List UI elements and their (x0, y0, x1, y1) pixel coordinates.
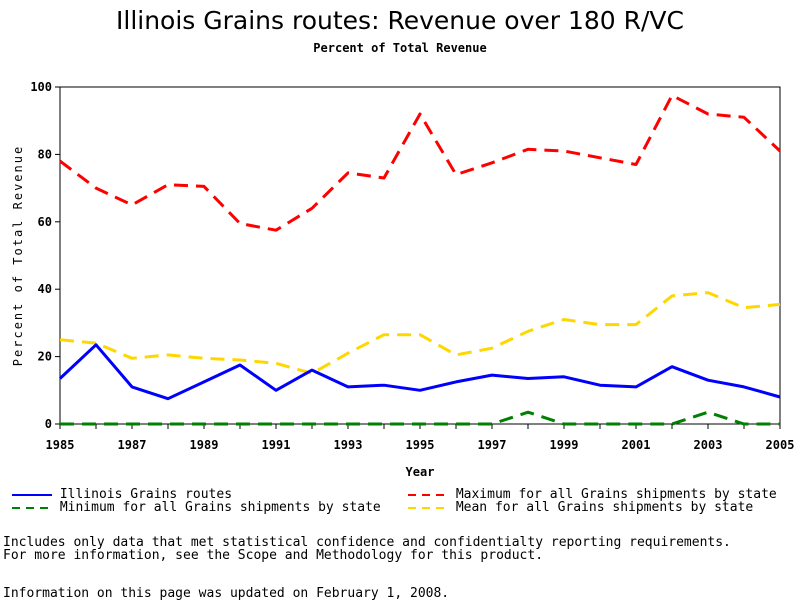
x-tick-label: 1997 (478, 438, 507, 452)
y-tick-label: 20 (38, 350, 52, 364)
chart-subtitle: Percent of Total Revenue (313, 41, 487, 55)
y-tick-label: 0 (45, 417, 52, 431)
x-tick-label: 1999 (550, 438, 579, 452)
legend-label-illinois: Illinois Grains routes (59, 487, 233, 502)
x-tick-label: 1991 (262, 438, 291, 452)
series-line-illinois-grains-routes (58, 343, 781, 401)
legend-item-illinois: Illinois Grains routes (12, 487, 232, 502)
y-axis-label: Percent of Total Revenue (11, 145, 25, 366)
x-tick-label: 2003 (694, 438, 723, 452)
x-tick-label: 2001 (622, 438, 651, 452)
series-line-maximum-for-all-grains-shipments-by-state (59, 93, 782, 232)
y-tick-label: 80 (38, 147, 52, 161)
series-line-mean-for-all-grains-shipments-by-state (59, 291, 781, 375)
legend-item-maximum: Maximum for all Grains shipments by stat… (408, 487, 777, 502)
x-axis-label: Year (406, 465, 435, 479)
x-tick-label: 1985 (46, 438, 75, 452)
plot-frame (59, 86, 781, 425)
legend-swatch-mean (408, 506, 448, 509)
legend-item-mean: Mean for all Grains shipments by state (408, 500, 753, 515)
note-more-info: For more information, see the Scope and … (3, 548, 544, 563)
note-updated: Information on this page was updated on … (3, 586, 450, 601)
chart-title: Illinois Grains routes: Revenue over 180… (116, 6, 684, 35)
y-tick-label: 60 (38, 215, 52, 229)
x-tick-label: 1987 (118, 438, 147, 452)
legend-item-minimum: Minimum for all Grains shipments by stat… (12, 500, 381, 515)
x-tick-label: 2005 (766, 438, 795, 452)
y-tick-label: 40 (38, 282, 52, 296)
legend-label-minimum: Minimum for all Grains shipments by stat… (59, 500, 381, 515)
x-tick-label: 1993 (334, 438, 363, 452)
legend-label-mean: Mean for all Grains shipments by state (455, 500, 754, 515)
legend-swatch-illinois (12, 493, 52, 496)
legend-swatch-minimum (12, 506, 52, 509)
note-confidence: Includes only data that met statistical … (3, 535, 731, 550)
y-tick-label: 100 (30, 80, 52, 94)
x-tick-label: 1995 (406, 438, 435, 452)
legend-label-maximum: Maximum for all Grains shipments by stat… (455, 487, 777, 502)
legend-swatch-maximum (408, 493, 448, 496)
series-line-minimum-for-all-grains-shipments-by-state (60, 410, 780, 426)
x-tick-label: 1989 (190, 438, 219, 452)
